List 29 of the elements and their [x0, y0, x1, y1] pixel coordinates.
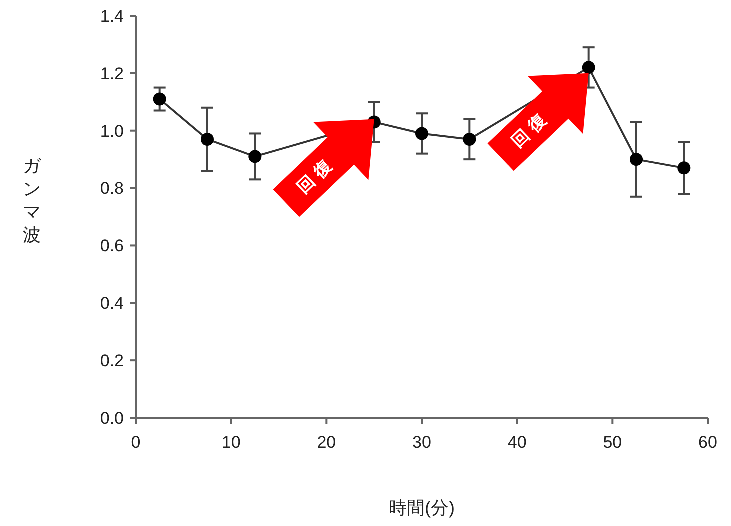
point [463, 132, 476, 146]
x-tick-label: 40 [508, 433, 527, 452]
y-tick-label: 0.2 [100, 352, 124, 371]
y-tick-label: 0.8 [100, 179, 124, 198]
y-tick-label: 1.2 [100, 64, 124, 84]
x-tick-label: 60 [698, 433, 718, 452]
x-tick-label: 50 [603, 433, 622, 452]
point [582, 61, 596, 74]
x-tick-label: 20 [317, 433, 336, 452]
y-axis-title: ガンマ波 [23, 156, 42, 245]
x-axis-title: 時間(分) [389, 498, 455, 518]
annotation: 回復 [294, 152, 341, 198]
point [630, 153, 643, 166]
y-tick-label: 0.0 [100, 408, 124, 428]
x-tick-label: 10 [222, 433, 241, 452]
arrow: 回復 [488, 73, 589, 172]
y-tick-label: 1.4 [100, 6, 124, 26]
point [416, 127, 428, 140]
point [248, 150, 262, 164]
point [678, 162, 691, 175]
point [201, 132, 214, 146]
y-tick-label: 1.0 [100, 122, 124, 141]
x-tick-label: 0 [131, 433, 141, 452]
arrow: 回復 [273, 119, 374, 218]
y-tick-label: 0.4 [100, 294, 124, 314]
x-tick-label: 30 [412, 433, 432, 452]
y-tick-label: 0.6 [100, 236, 124, 256]
annotation: 回復 [508, 106, 556, 152]
point [153, 92, 166, 106]
